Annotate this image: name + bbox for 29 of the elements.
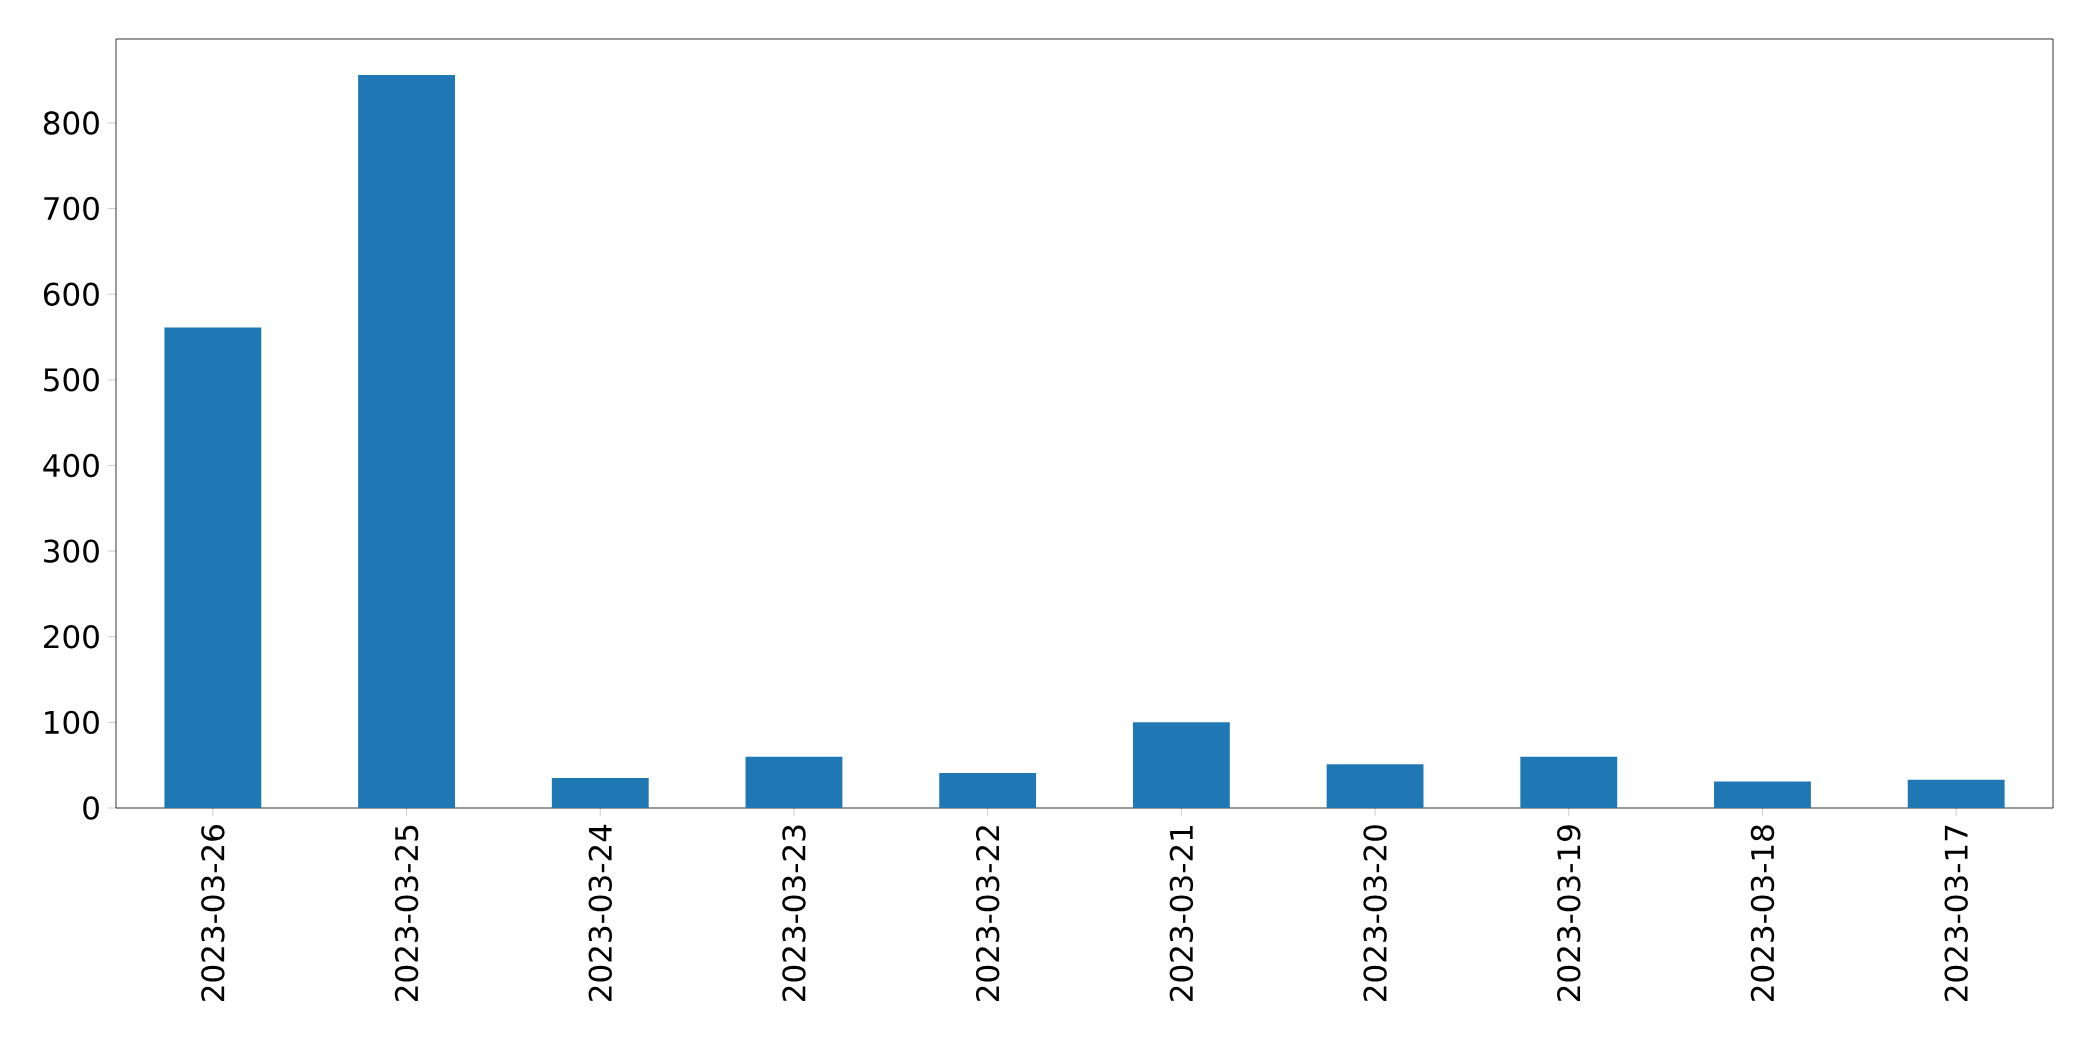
y-tick-label: 0: [83, 796, 99, 820]
y-tick-label: 400: [43, 453, 99, 478]
bar: [164, 327, 262, 809]
x-tick-label: 2023-03-23: [782, 825, 806, 1001]
y-tick-label: 800: [43, 111, 99, 135]
x-tick-label: 2023-03-24: [588, 824, 612, 1001]
bar: [745, 756, 843, 809]
x-tick-label: 2023-03-21: [1169, 825, 1194, 1001]
bar: [1520, 756, 1618, 809]
y-tick-label: 700: [44, 196, 99, 221]
x-tick-label: 2023-03-22: [975, 826, 1000, 1001]
bar: [1907, 779, 2005, 809]
x-tick-label: 2023-03-20: [1363, 825, 1387, 1001]
y-tick-label: 200: [44, 625, 99, 649]
bar: [1326, 764, 1424, 809]
bar: [551, 778, 649, 809]
y-tick-label: 100: [45, 710, 99, 735]
y-tick-label: 300: [44, 539, 99, 563]
x-tick-label: 2023-03-26: [201, 825, 225, 1001]
x-tick-label: 2023-03-17: [1944, 825, 1968, 1001]
bar: [1132, 722, 1230, 809]
x-tick-label: 2023-03-25: [394, 825, 419, 1001]
bar: [1714, 781, 1811, 809]
y-tick-label: 500: [44, 368, 99, 392]
x-tick-label: 2023-03-18: [1750, 825, 1775, 1001]
bar: [358, 74, 455, 809]
bar: [939, 772, 1037, 809]
x-tick-label: 2023-03-19: [1557, 825, 1581, 1001]
y-tick-label: 600: [43, 282, 99, 306]
